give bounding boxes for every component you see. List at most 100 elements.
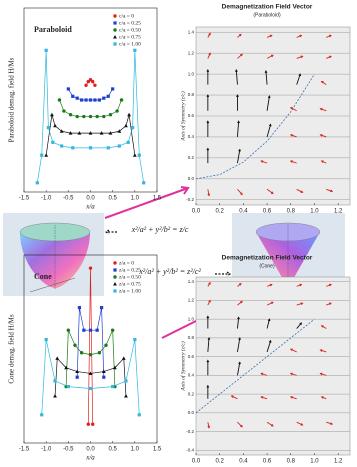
vector-arrow xyxy=(296,188,304,193)
data-point xyxy=(88,131,93,135)
x-tick-label: 0.0 xyxy=(192,209,201,215)
data-point xyxy=(97,98,101,102)
vector-arrow xyxy=(237,336,241,353)
legend-label: z/a = 0 xyxy=(119,260,134,266)
y-tick-label: -0.2 xyxy=(186,197,194,202)
x-tick-label: -1.5 xyxy=(19,196,30,202)
legend-label: z/a = 0.50 xyxy=(119,274,141,280)
vector-arrow xyxy=(326,34,332,38)
data-point xyxy=(71,94,75,98)
data-point xyxy=(40,153,44,157)
y-tick-label: 1.2 xyxy=(188,50,195,55)
data-point xyxy=(112,365,117,370)
x-tick-label: 1.0 xyxy=(131,447,140,453)
vector-arrow xyxy=(207,299,211,306)
data-point xyxy=(102,114,106,119)
x-tick-label: 0.2 xyxy=(216,459,225,465)
boundary-curve xyxy=(195,73,315,180)
data-point xyxy=(108,131,113,135)
data-point xyxy=(108,113,113,117)
legend-marker xyxy=(113,275,117,279)
dashed-arrow xyxy=(215,271,232,277)
x-tick-label: 0.4 xyxy=(239,459,248,465)
y-axis-label: Axis of Symmetry (z/c) xyxy=(179,341,186,391)
dashed-arrow xyxy=(104,229,117,235)
vector-arrow xyxy=(320,325,327,329)
vector-arrow xyxy=(237,282,242,287)
data-point xyxy=(111,87,115,91)
data-point xyxy=(88,114,93,119)
data-point xyxy=(95,114,99,119)
data-point xyxy=(88,98,93,102)
vector-arrow xyxy=(326,283,332,287)
x-tick-label: -1.0 xyxy=(41,447,52,453)
data-point xyxy=(82,114,86,119)
x-tick-label: 0.2 xyxy=(216,209,225,215)
data-point xyxy=(137,413,141,417)
x-tick-label: 0.6 xyxy=(263,209,272,215)
y-tick-label: -0.2 xyxy=(186,429,194,434)
data-point xyxy=(106,94,110,98)
x-tick-label: -0.5 xyxy=(63,196,74,202)
axis xyxy=(29,277,76,293)
y-tick-label: 1.0 xyxy=(188,71,195,76)
vector-arrow xyxy=(289,134,297,138)
legend-label: c/a = 1.00 xyxy=(119,41,141,47)
legend-label: z/a = 1.00 xyxy=(119,288,141,294)
vector-arrow xyxy=(289,396,297,400)
vector-arrow xyxy=(266,188,274,195)
data-point xyxy=(57,98,62,102)
vector-arrow xyxy=(237,53,243,59)
legend-label: c/a = 0.75 xyxy=(119,34,141,40)
data-point xyxy=(40,413,44,417)
vector-arrow xyxy=(206,94,210,111)
data-point xyxy=(44,338,48,342)
vector-arrow xyxy=(266,95,271,111)
data-point xyxy=(131,126,135,130)
vector-arrow xyxy=(237,188,243,196)
vector-arrow xyxy=(320,396,327,400)
data-point xyxy=(66,328,71,332)
data-point xyxy=(93,98,97,102)
vector-arrow xyxy=(230,395,238,400)
vector-arrow xyxy=(237,148,241,164)
data-point xyxy=(101,369,106,374)
data-point xyxy=(60,144,64,148)
vector-arrow xyxy=(326,188,334,193)
data-point xyxy=(127,112,131,117)
data-point xyxy=(84,98,88,102)
vector-arrow xyxy=(289,107,297,112)
vector-arrow xyxy=(237,33,242,38)
legend-marker xyxy=(113,268,117,272)
data-point xyxy=(91,79,95,84)
vector-arrow xyxy=(326,302,332,306)
data-point xyxy=(64,365,69,370)
vector-arrow xyxy=(207,336,211,352)
x-tick-label: 0.0 xyxy=(86,447,95,453)
legend-label: c/a = 0.25 xyxy=(119,20,141,26)
series-line xyxy=(59,99,122,117)
y-axis-label: Paraboloid demag. field H/Ms xyxy=(8,57,16,142)
data-point xyxy=(124,379,128,383)
legend-marker xyxy=(113,261,117,265)
data-point xyxy=(88,352,93,357)
vector-arrow xyxy=(326,55,332,59)
data-point xyxy=(102,96,106,100)
vector-arrow xyxy=(319,372,327,376)
data-point xyxy=(137,153,141,157)
x-tick-label: 1.2 xyxy=(334,209,343,215)
data-point xyxy=(115,109,119,113)
vector-arrow xyxy=(296,34,303,38)
data-point xyxy=(117,144,121,148)
vector-arrow xyxy=(296,322,303,329)
data-point xyxy=(53,379,57,383)
data-point xyxy=(77,306,82,310)
vector-arrow xyxy=(289,348,297,353)
legend-marker xyxy=(113,21,117,25)
vector-arrow xyxy=(326,421,334,425)
data-point xyxy=(133,48,137,52)
vector-arrow xyxy=(237,300,243,306)
vector-arrow xyxy=(260,396,268,400)
y-axis-label: Cone demag. field H/Ms xyxy=(8,314,16,383)
vector-arrow xyxy=(260,160,268,164)
